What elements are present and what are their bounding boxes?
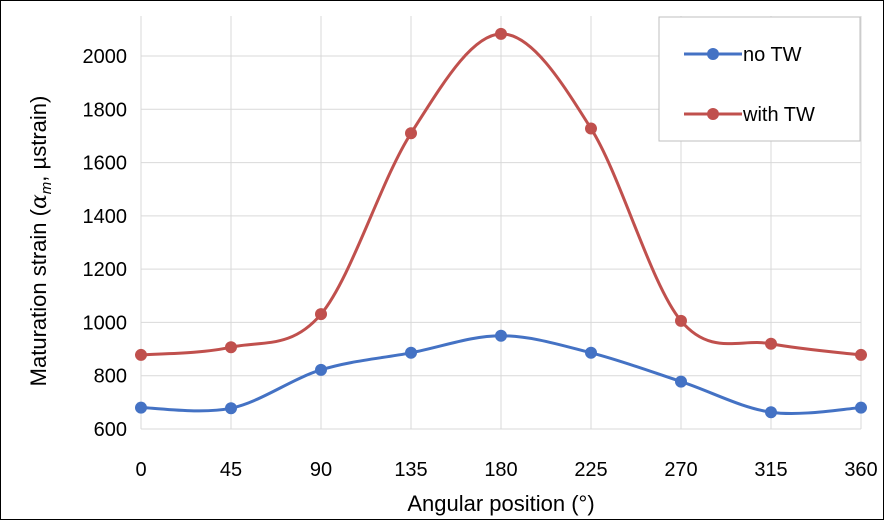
x-tick-label: 135: [394, 459, 427, 481]
x-tick-label: 90: [310, 459, 332, 481]
y-tick-label: 800: [94, 366, 127, 388]
data-point: [765, 337, 777, 350]
data-point: [585, 346, 597, 359]
legend-item: no TW: [684, 44, 802, 66]
data-point: [765, 406, 777, 419]
data-point: [135, 401, 147, 414]
data-point: [495, 27, 507, 40]
x-tick-label: 270: [664, 459, 697, 481]
data-point: [675, 375, 687, 388]
y-axis-title-prefix: Maturation strain (: [26, 208, 51, 386]
legend-marker: [707, 48, 719, 60]
x-tick-label: 45: [220, 459, 242, 481]
y-tick-label: 1400: [83, 206, 128, 228]
data-point: [225, 341, 237, 354]
y-tick-label: 600: [94, 419, 127, 441]
y-axis-title-symbol: α: [27, 194, 52, 209]
data-point: [675, 314, 687, 327]
data-point: [855, 401, 867, 414]
y-tick-label: 1000: [83, 312, 128, 334]
grid: [140, 16, 862, 430]
data-point: [225, 402, 237, 415]
data-point: [405, 127, 417, 140]
x-tick-label: 315: [754, 459, 787, 481]
y-axis-title-subscript: m: [38, 182, 55, 195]
series-1: [135, 329, 867, 419]
data-point: [135, 348, 147, 361]
tick-labels: 0 45 90 135 180 225 270 315 360 600 800 1000 1200 140…: [83, 46, 878, 481]
legend-label: with TW: [742, 104, 815, 126]
data-point: [585, 122, 597, 135]
y-tick-label: 1600: [83, 153, 128, 175]
data-point: [405, 346, 417, 359]
legend: no TW with TW: [658, 16, 861, 142]
legend-label: no TW: [743, 44, 802, 66]
series-layer: [135, 27, 867, 419]
legend-box: [658, 16, 861, 142]
x-tick-label: 0: [135, 459, 146, 481]
y-tick-label: 2000: [83, 46, 128, 68]
x-tick-label: 180: [484, 459, 517, 481]
data-point: [315, 363, 327, 376]
data-point: [495, 329, 507, 342]
y-axis-title: Maturation strain (αm, µstrain): [26, 96, 55, 387]
data-point: [315, 308, 327, 321]
y-tick-label: 1800: [83, 99, 128, 121]
y-tick-label: 1200: [83, 259, 128, 281]
x-tick-label: 360: [844, 459, 877, 481]
x-axis-title: Angular position (°): [407, 491, 594, 516]
data-point: [855, 348, 867, 361]
y-axis-title-suffix: , µstrain): [26, 96, 51, 182]
series-2: [135, 27, 867, 361]
x-tick-label: 225: [574, 459, 607, 481]
legend-marker: [707, 108, 719, 120]
legend-item: with TW: [684, 104, 815, 126]
